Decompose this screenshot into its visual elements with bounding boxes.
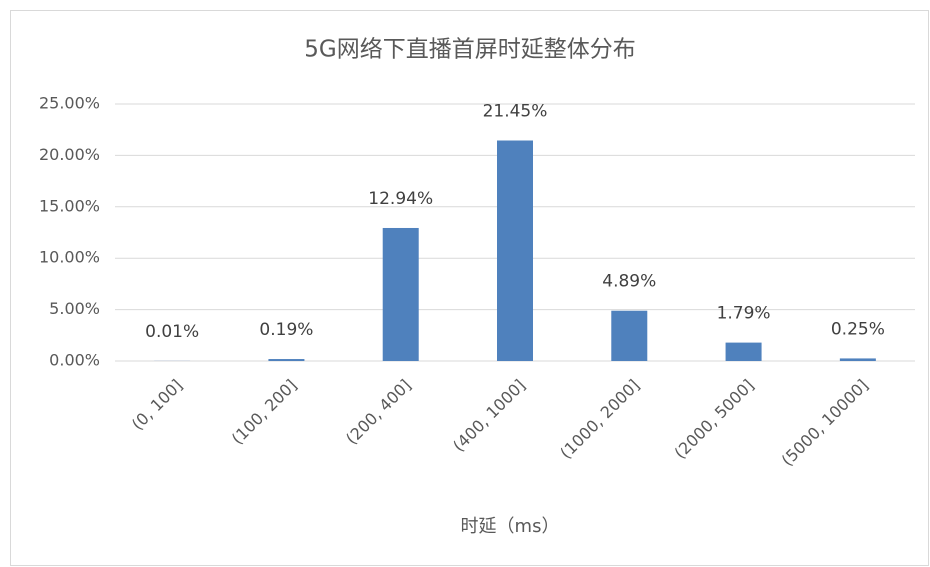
value-label: 1.79% <box>717 304 771 324</box>
y-tick-label: 15.00% <box>39 196 100 215</box>
value-label: 21.45% <box>483 101 548 121</box>
y-tick-label: 25.00% <box>39 94 100 113</box>
value-label: 12.94% <box>368 189 433 209</box>
value-label: 0.01% <box>145 322 199 342</box>
bar <box>268 359 305 361</box>
value-label: 4.89% <box>602 272 656 292</box>
y-tick-label: 5.00% <box>49 299 100 318</box>
chart-border <box>10 10 929 566</box>
chart-title: 5G网络下直播首屏时延整体分布 <box>304 37 635 63</box>
bar <box>382 227 419 361</box>
value-label: 0.19% <box>259 320 313 340</box>
bar <box>497 140 533 361</box>
bar <box>611 310 648 361</box>
value-label: 0.25% <box>831 319 885 339</box>
bar <box>839 358 876 361</box>
bar <box>725 342 762 361</box>
y-tick-label: 0.00% <box>49 351 100 370</box>
y-tick-label: 20.00% <box>39 145 100 164</box>
y-tick-label: 10.00% <box>39 248 100 267</box>
x-axis-title: 时延（ms） <box>461 516 560 537</box>
